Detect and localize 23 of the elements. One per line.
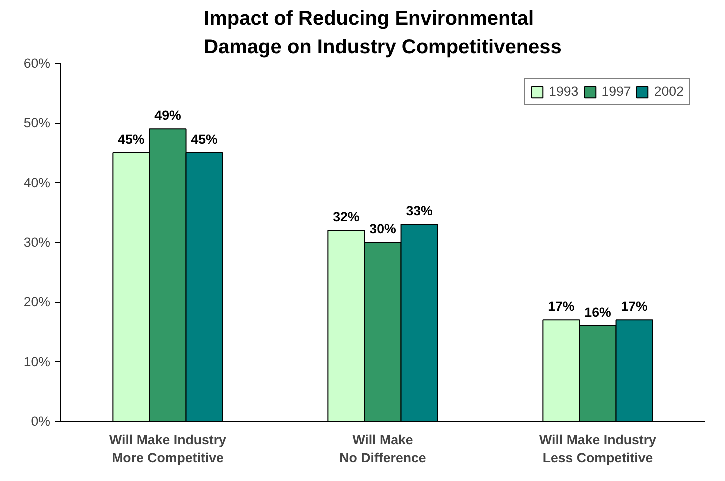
chart-title: Impact of Reducing Environmental Damage on Industry Competitiveness [204, 8, 562, 58]
y-tick-label: 20% [24, 294, 51, 310]
data-label: 45% [118, 132, 145, 147]
data-label: 49% [154, 108, 182, 124]
data-label: 17% [548, 299, 575, 314]
y-tick-label: 60% [24, 56, 51, 71]
x-tick-label: Will Make Industry More Competitive [110, 432, 228, 466]
x-tick-label: Will Make No Difference [340, 432, 426, 466]
y-tick-label: 0% [31, 414, 51, 429]
y-tick-label: 30% [24, 235, 51, 250]
data-label: 17% [621, 299, 648, 314]
y-tick-label: 10% [24, 354, 51, 370]
data-label: 16% [584, 305, 612, 320]
data-label: 32% [333, 210, 360, 225]
y-tick-label: 50% [24, 116, 51, 131]
legend-label: 1993 [549, 84, 579, 99]
legend-label: 1997 [602, 84, 632, 99]
y-tick-label: 40% [24, 175, 51, 190]
legend-label: 2002 [654, 84, 684, 99]
data-label: 45% [191, 132, 218, 147]
x-tick-label: Will Make Industry Less Competitive [540, 432, 658, 466]
data-label: 33% [406, 204, 434, 219]
data-label: 30% [370, 222, 396, 236]
